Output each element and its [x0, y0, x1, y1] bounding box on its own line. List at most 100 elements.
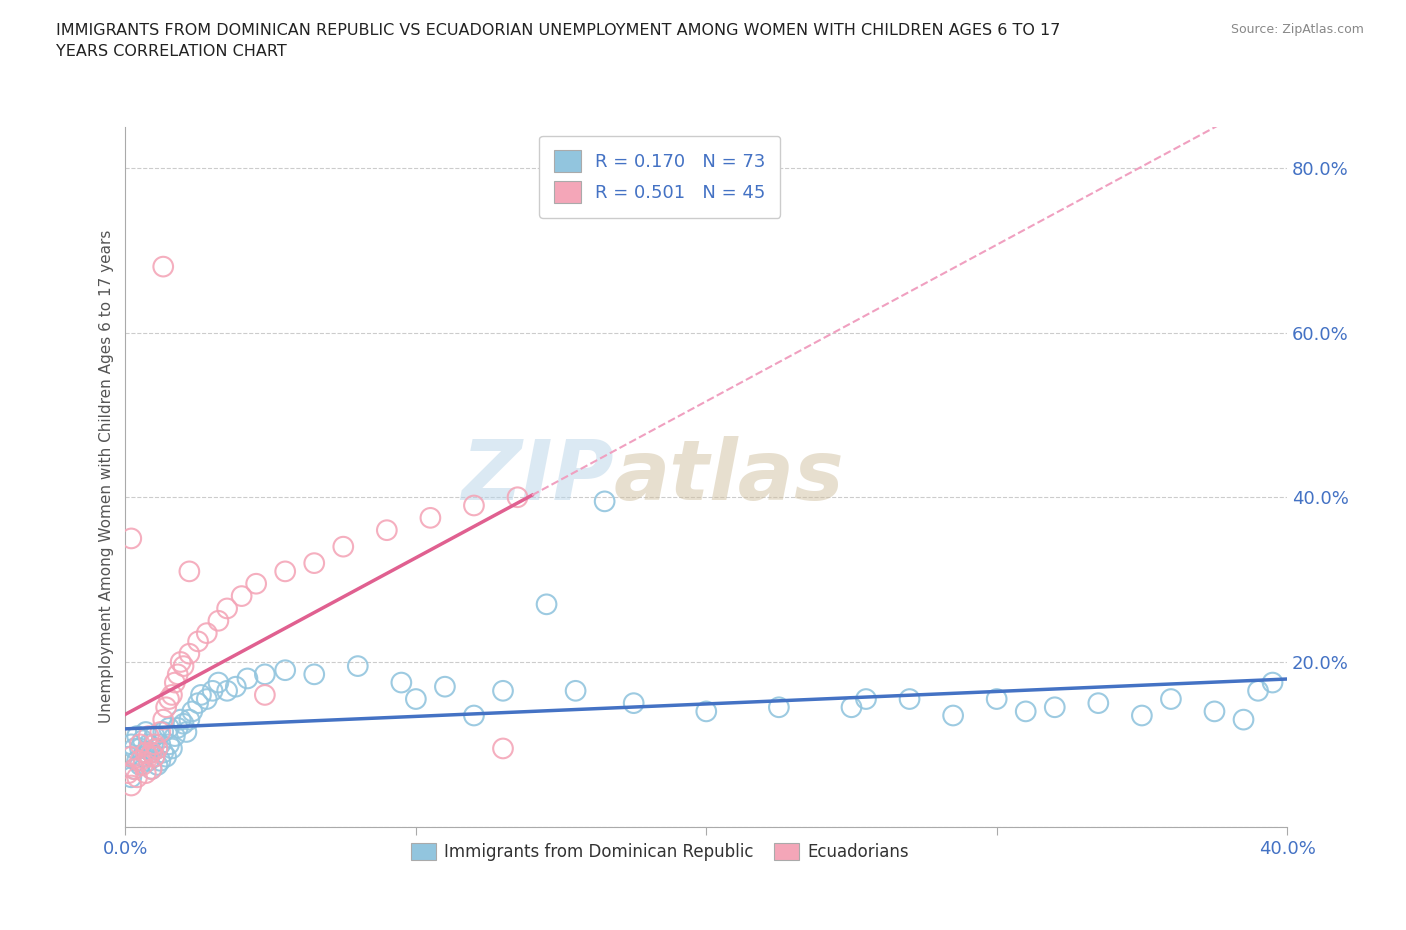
Point: [207, 614, 229, 629]
Point: [143, 750, 166, 764]
Point: [120, 737, 142, 751]
Point: [146, 741, 169, 756]
Point: [217, 684, 239, 698]
Point: [135, 724, 157, 739]
Point: [135, 745, 157, 760]
Point: [120, 531, 142, 546]
Point: [149, 753, 172, 768]
Point: [149, 737, 172, 751]
Point: [127, 729, 149, 744]
Point: [231, 589, 253, 604]
Point: [405, 692, 427, 707]
Text: IMMIGRANTS FROM DOMINICAN REPUBLIC VS ECUADORIAN UNEMPLOYMENT AMONG WOMEN WITH C: IMMIGRANTS FROM DOMINICAN REPUBLIC VS EC…: [56, 23, 1060, 60]
Point: [187, 696, 209, 711]
Point: [1247, 684, 1270, 698]
Point: [135, 745, 157, 760]
Point: [187, 634, 209, 649]
Point: [236, 671, 259, 686]
Point: [129, 753, 152, 768]
Point: [146, 741, 169, 756]
Point: [155, 700, 177, 715]
Point: [152, 712, 174, 727]
Point: [160, 687, 183, 702]
Point: [433, 679, 456, 694]
Point: [623, 696, 645, 711]
Point: [506, 490, 529, 505]
Point: [375, 523, 398, 538]
Point: [122, 762, 145, 777]
Point: [122, 762, 145, 777]
Point: [1130, 708, 1153, 723]
Point: [302, 667, 325, 682]
Point: [120, 750, 142, 764]
Point: [1232, 712, 1254, 727]
Point: [253, 667, 276, 682]
Point: [1043, 700, 1066, 715]
Point: [346, 658, 368, 673]
Point: [127, 753, 149, 768]
Point: [143, 729, 166, 744]
Point: [169, 712, 191, 727]
Point: [463, 498, 485, 513]
Point: [138, 753, 160, 768]
Point: [157, 721, 180, 736]
Point: [122, 741, 145, 756]
Point: [217, 601, 239, 616]
Point: [841, 700, 863, 715]
Point: [389, 675, 412, 690]
Point: [152, 259, 174, 274]
Point: [179, 646, 201, 661]
Point: [190, 687, 212, 702]
Point: [176, 724, 198, 739]
Point: [141, 762, 163, 777]
Point: [564, 684, 586, 698]
Point: [173, 716, 195, 731]
Point: [129, 758, 152, 773]
Point: [274, 663, 297, 678]
Text: ZIP: ZIP: [461, 436, 613, 517]
Point: [129, 737, 152, 751]
Point: [225, 679, 247, 694]
Point: [695, 704, 717, 719]
Point: [1204, 704, 1226, 719]
Point: [302, 556, 325, 571]
Point: [141, 745, 163, 760]
Point: [160, 741, 183, 756]
Point: [155, 750, 177, 764]
Point: [855, 692, 877, 707]
Point: [152, 724, 174, 739]
Text: atlas: atlas: [613, 436, 844, 517]
Point: [157, 737, 180, 751]
Point: [173, 658, 195, 673]
Point: [195, 692, 218, 707]
Point: [245, 577, 267, 591]
Point: [138, 750, 160, 764]
Point: [157, 692, 180, 707]
Point: [132, 758, 155, 773]
Point: [207, 675, 229, 690]
Point: [129, 741, 152, 756]
Point: [163, 675, 186, 690]
Point: [463, 708, 485, 723]
Point: [166, 667, 188, 682]
Text: Source: ZipAtlas.com: Source: ZipAtlas.com: [1230, 23, 1364, 36]
Point: [138, 737, 160, 751]
Legend: Immigrants from Dominican Republic, Ecuadorians: Immigrants from Dominican Republic, Ecua…: [405, 836, 915, 868]
Point: [132, 750, 155, 764]
Point: [986, 692, 1008, 707]
Point: [1160, 692, 1182, 707]
Point: [195, 626, 218, 641]
Point: [179, 564, 201, 578]
Point: [143, 737, 166, 751]
Point: [332, 539, 354, 554]
Point: [138, 729, 160, 744]
Point: [120, 770, 142, 785]
Point: [898, 692, 921, 707]
Point: [593, 494, 616, 509]
Point: [132, 733, 155, 748]
Point: [166, 721, 188, 736]
Point: [117, 750, 139, 764]
Point: [181, 704, 204, 719]
Point: [149, 724, 172, 739]
Point: [179, 712, 201, 727]
